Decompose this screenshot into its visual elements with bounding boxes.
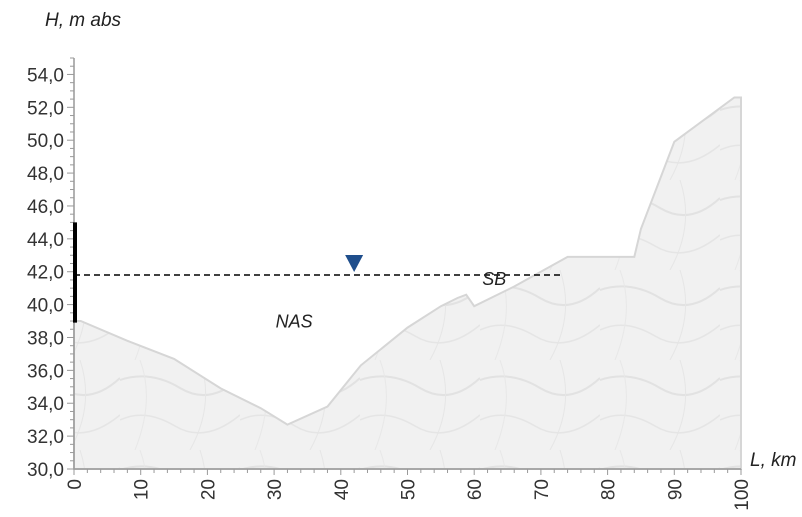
water-level-marker <box>345 255 364 273</box>
terrain-layer <box>73 96 742 470</box>
y-axis-title: H, m abs <box>45 10 122 31</box>
x-tick-label: 10 <box>132 479 153 500</box>
x-tick-label: 0 <box>65 479 86 490</box>
y-tick-label: 34,0 <box>27 394 64 415</box>
y-tick-label: 42,0 <box>27 263 64 284</box>
sb-label: SB <box>482 269 506 289</box>
x-tick-label: 70 <box>532 479 553 500</box>
y-tick-label: 38,0 <box>27 328 64 349</box>
y-tick-label: 48,0 <box>27 164 64 185</box>
y-tick-label: 50,0 <box>27 131 64 152</box>
x-tick-label: 60 <box>465 479 486 500</box>
y-tick-label: 52,0 <box>27 98 64 119</box>
y-tick-label: 44,0 <box>27 230 64 251</box>
overlays <box>73 222 561 323</box>
y-tick-label: 32,0 <box>27 427 64 448</box>
y-axis-ticks: 30,0 32,0 34,0 36,0 38,0 40,0 42,0 44,0 46,0 48,0… <box>27 57 74 481</box>
x-tick-label: 100 <box>732 479 753 511</box>
x-tick-label: 80 <box>599 479 620 500</box>
terrain-profile-area <box>73 96 742 470</box>
x-tick-label: 40 <box>332 479 353 500</box>
x-axis-ticks: 0 10 20 30 40 50 60 70 80 90 100 <box>65 469 753 511</box>
y-tick-label: 30,0 <box>27 460 64 481</box>
x-tick-label: 20 <box>198 479 219 500</box>
y-tick-label: 54,0 <box>27 65 64 86</box>
nas-label: NAS <box>276 312 313 332</box>
x-axis-title: L, km <box>750 450 796 471</box>
x-tick-label: 30 <box>265 479 286 500</box>
x-tick-label: 90 <box>665 479 686 500</box>
axes: 30,0 32,0 34,0 36,0 38,0 40,0 42,0 44,0 46,0 48,0… <box>27 57 753 511</box>
y-tick-label: 46,0 <box>27 197 64 218</box>
x-tick-label: 50 <box>399 479 420 500</box>
y-tick-label: 40,0 <box>27 296 64 317</box>
y-tick-label: 36,0 <box>27 361 64 382</box>
